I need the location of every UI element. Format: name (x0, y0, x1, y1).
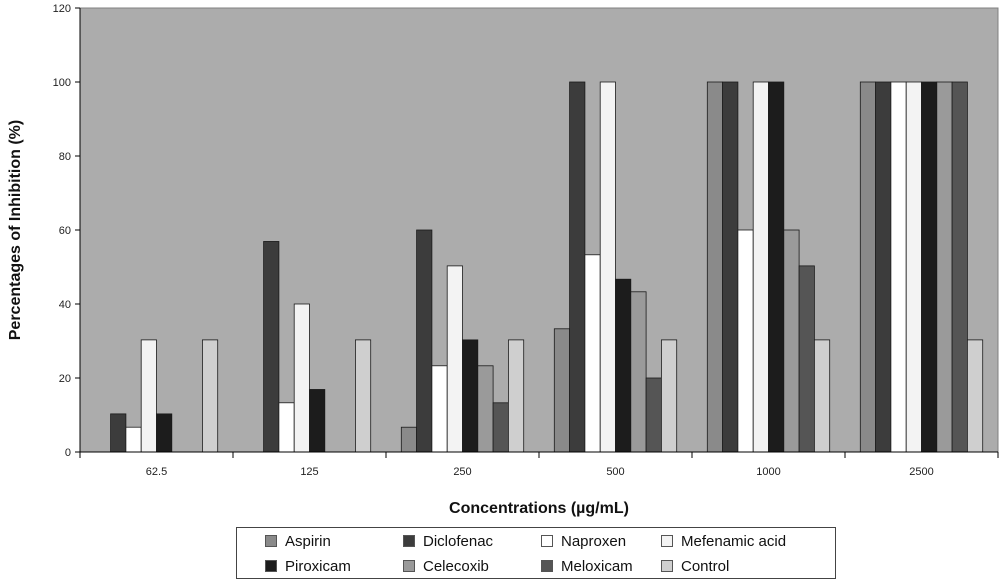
bar (156, 413, 173, 453)
bar (584, 254, 601, 453)
legend-item: Meloxicam (541, 554, 661, 578)
bar (921, 81, 938, 453)
bar (615, 278, 632, 453)
legend-swatch (661, 535, 673, 547)
y-tick-label: 80 (59, 151, 71, 163)
bar (462, 339, 479, 453)
legend-swatch (403, 535, 415, 547)
bar (354, 339, 372, 453)
legend-label: Control (681, 557, 730, 575)
legend-swatch (661, 560, 673, 572)
bar (293, 303, 310, 453)
legend-label: Meloxicam (561, 557, 633, 575)
bar (890, 81, 907, 453)
legend-swatch (403, 560, 415, 572)
bar (492, 402, 509, 453)
bar (110, 413, 127, 453)
legend-label: Naproxen (561, 532, 627, 550)
plot-area (79, 7, 999, 453)
x-axis-title: Concentrations (µg/mL) (449, 500, 629, 517)
legend-item: Aspirin (265, 528, 403, 554)
bars-group (110, 81, 984, 453)
legend-label: Piroxicam (285, 557, 351, 575)
y-axis: 0 20 40 60 80 100 120 (53, 3, 81, 459)
legend-swatch (541, 535, 553, 547)
bar (706, 81, 723, 453)
bar (905, 81, 922, 453)
y-axis-title: Percentages of Inhibition (%) (7, 120, 24, 340)
bar (446, 265, 463, 453)
bar (309, 389, 326, 453)
bar (201, 339, 219, 453)
bar (859, 81, 876, 453)
x-tick-label: 62.5 (146, 466, 167, 478)
x-tick-label: 1000 (756, 466, 780, 478)
bar (768, 81, 785, 453)
bar (431, 365, 448, 453)
bar (599, 81, 616, 453)
bar (400, 426, 417, 453)
bar (875, 81, 892, 453)
bar (661, 339, 678, 453)
legend-item: Piroxicam (265, 554, 403, 578)
bar (553, 328, 570, 453)
y-tick-label: 120 (53, 3, 71, 15)
bar (722, 81, 739, 453)
y-tick-label: 20 (59, 373, 71, 385)
legend-item: Naproxen (541, 528, 661, 554)
legend-label: Aspirin (285, 532, 331, 550)
x-tick-label: 250 (453, 466, 471, 478)
bar (783, 229, 800, 453)
legend-item: Mefenamic acid (661, 528, 841, 554)
bar (752, 81, 769, 453)
bar (125, 426, 142, 453)
bar (936, 81, 953, 453)
legend-item: Control (661, 554, 841, 578)
y-tick-label: 100 (53, 77, 71, 89)
bar (737, 229, 754, 453)
bar (416, 229, 433, 453)
bar (507, 339, 525, 453)
bar (967, 339, 984, 453)
legend-swatch (541, 560, 553, 572)
y-tick-label: 60 (59, 225, 71, 237)
bar (630, 291, 647, 453)
y-tick-label: 0 (65, 447, 71, 459)
bar (798, 265, 815, 453)
legend-item: Diclofenac (403, 528, 541, 554)
legend-label: Diclofenac (423, 532, 494, 550)
bar (140, 339, 157, 453)
bar (477, 365, 494, 453)
x-axis: 62.5 125 250 500 1000 2500 (79, 451, 999, 478)
x-tick-label: 2500 (909, 466, 933, 478)
legend: Aspirin Diclofenac Naproxen Mefenamic acid P… (236, 527, 836, 579)
bar (951, 81, 968, 453)
legend-label: Mefenamic acid (681, 532, 787, 550)
bar (569, 81, 586, 453)
y-tick-label: 40 (59, 299, 71, 311)
bar (263, 241, 280, 453)
x-tick-label: 125 (300, 466, 318, 478)
bar (814, 339, 831, 453)
bar (278, 402, 295, 453)
x-tick-label: 500 (606, 466, 624, 478)
legend-label: Celecoxib (423, 557, 489, 575)
bar (645, 377, 662, 453)
legend-item: Celecoxib (403, 554, 541, 578)
legend-swatch (265, 560, 277, 572)
legend-swatch (265, 535, 277, 547)
